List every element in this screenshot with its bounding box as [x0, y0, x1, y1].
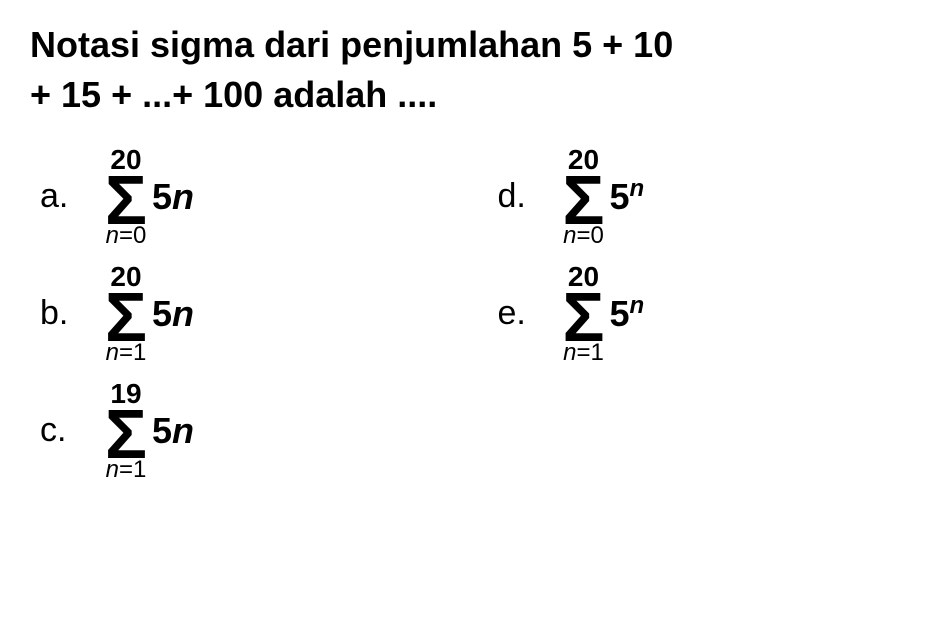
- sigma-block: 20 Σ n=1: [105, 263, 147, 365]
- option-d-expression: 20 Σ n=0 5n: [563, 146, 645, 248]
- option-b-label: b.: [40, 294, 80, 333]
- option-e-label: e.: [498, 294, 538, 333]
- option-e: e. 20 Σ n=1 5n: [498, 263, 896, 365]
- sigma-term: 5n: [610, 292, 645, 335]
- sigma-term: 5n: [152, 410, 194, 452]
- option-d-label: d.: [498, 177, 538, 216]
- sigma-block: 19 Σ n=1: [105, 380, 147, 482]
- sigma-lower-limit: n=0: [106, 224, 147, 248]
- sigma-block: 20 Σ n=0: [563, 146, 605, 248]
- sigma-lower-limit: n=1: [106, 458, 147, 482]
- option-e-expression: 20 Σ n=1 5n: [563, 263, 645, 365]
- sigma-block: 20 Σ n=0: [105, 146, 147, 248]
- sigma-lower-limit: n=0: [563, 224, 604, 248]
- sigma-block: 20 Σ n=1: [563, 263, 605, 365]
- option-a-label: a.: [40, 177, 80, 216]
- sigma-term: 5n: [610, 175, 645, 218]
- options-container: a. 20 Σ n=0 5n b. 20 Σ n=1 5n c. 19 Σ: [30, 146, 895, 482]
- sigma-term: 5n: [152, 176, 194, 218]
- sigma-term: 5n: [152, 293, 194, 335]
- question-text: Notasi sigma dari penjumlahan 5 + 10 + 1…: [30, 20, 895, 121]
- option-a: a. 20 Σ n=0 5n: [40, 146, 438, 248]
- question-line-2: + 15 + ...+ 100 adalah ....: [30, 74, 437, 115]
- option-d: d. 20 Σ n=0 5n: [498, 146, 896, 248]
- question-line-1: Notasi sigma dari penjumlahan 5 + 10: [30, 24, 673, 65]
- sigma-lower-limit: n=1: [106, 341, 147, 365]
- option-c: c. 19 Σ n=1 5n: [40, 380, 438, 482]
- option-b: b. 20 Σ n=1 5n: [40, 263, 438, 365]
- option-c-expression: 19 Σ n=1 5n: [105, 380, 194, 482]
- option-c-label: c.: [40, 411, 80, 450]
- option-a-expression: 20 Σ n=0 5n: [105, 146, 194, 248]
- sigma-lower-limit: n=1: [563, 341, 604, 365]
- option-b-expression: 20 Σ n=1 5n: [105, 263, 194, 365]
